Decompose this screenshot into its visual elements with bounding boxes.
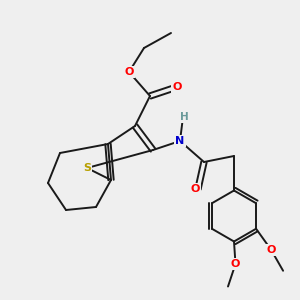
Text: N: N [176,136,184,146]
Text: O: O [190,184,200,194]
Text: O: O [172,82,182,92]
Text: S: S [83,163,91,173]
Text: H: H [180,112,189,122]
Text: O: O [266,245,276,255]
Text: O: O [231,259,240,269]
Text: O: O [124,67,134,77]
